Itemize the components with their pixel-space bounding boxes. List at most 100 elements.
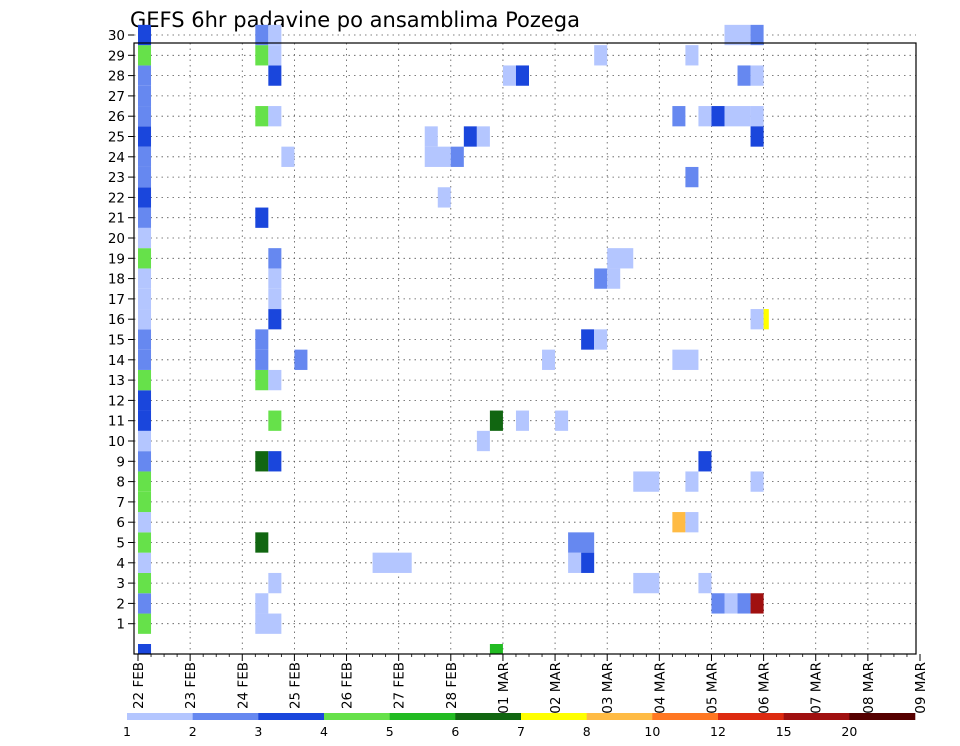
x-tick-label: 27 FEB	[392, 662, 408, 709]
colorbar-segment	[521, 713, 587, 720]
precip-cell	[138, 390, 152, 411]
y-tick-label: 27	[108, 89, 125, 105]
precip-cell	[463, 126, 477, 147]
colorbar-label: 3	[254, 724, 262, 739]
colorbar-label: 2	[189, 724, 197, 739]
x-tick-label: 08 MAR	[861, 662, 877, 714]
y-tick-label: 19	[108, 251, 125, 267]
precip-cell	[138, 613, 152, 634]
colorbar-label: 20	[841, 724, 857, 739]
precip-cell	[138, 45, 152, 66]
precip-cell	[138, 65, 152, 86]
precip-cell	[255, 593, 269, 614]
precip-cell	[255, 451, 269, 472]
precip-cell	[255, 532, 269, 553]
precip-cell	[138, 227, 152, 249]
precip-cell	[698, 106, 712, 127]
precip-cell	[724, 24, 751, 46]
precip-cell	[138, 126, 152, 147]
y-tick-label: 30	[108, 28, 125, 44]
precip-cell	[268, 288, 282, 310]
precip-cell	[685, 512, 699, 533]
precip-cell	[672, 106, 686, 127]
precip-cell	[138, 593, 152, 614]
precip-cell	[138, 349, 152, 370]
y-tick-label: 18	[108, 272, 125, 288]
precip-cell	[489, 644, 503, 654]
precip-cell	[594, 45, 608, 66]
precip-cell	[750, 65, 764, 86]
colorbar-label: 1	[123, 724, 131, 739]
colorbar-segment	[652, 713, 719, 720]
colorbar-label: 5	[386, 724, 394, 739]
precip-cell	[750, 471, 764, 492]
precip-cell	[476, 126, 490, 147]
precip-cell	[255, 349, 269, 370]
precip-cell	[268, 309, 282, 330]
y-tick-label: 2	[116, 596, 125, 612]
precip-cell	[255, 613, 282, 634]
precip-cell	[255, 24, 269, 46]
precip-cell	[138, 410, 152, 431]
x-tick-label: 02 MAR	[548, 662, 564, 714]
precip-cell	[633, 572, 660, 594]
precip-cell	[268, 24, 282, 46]
precip-cell	[568, 532, 595, 553]
precip-cell	[542, 349, 556, 370]
precip-cell	[138, 451, 152, 472]
x-tick-label: 26 FEB	[340, 662, 356, 709]
y-tick-label: 9	[116, 454, 125, 470]
y-tick-label: 1	[116, 617, 125, 633]
colorbar-label: 8	[583, 724, 591, 739]
plot-frame	[133, 42, 917, 655]
x-tick-label: 28 FEB	[444, 662, 460, 709]
precip-cell	[268, 65, 282, 86]
precip-cell	[255, 45, 269, 66]
x-tick-label: 03 MAR	[600, 662, 616, 714]
precip-cell	[698, 572, 712, 594]
y-tick-label: 13	[108, 373, 125, 389]
colorbar: 1 2 3 4 5 6 7 8 10 12 15 20	[123, 713, 916, 739]
precip-cell	[138, 248, 152, 269]
precip-cell	[138, 491, 152, 513]
y-tick-label: 28	[108, 69, 125, 85]
precip-cell	[581, 552, 595, 573]
precip-cell	[685, 45, 699, 66]
precip-cell	[763, 309, 769, 330]
y-tick-label: 24	[108, 150, 125, 166]
colorbar-label: 10	[644, 724, 660, 739]
chart-title: GEFS 6hr padavine po ansamblima Pozega	[130, 8, 580, 32]
precip-cell	[138, 572, 152, 594]
precip-cell	[594, 268, 608, 289]
precip-cell	[594, 329, 608, 350]
x-tick-label: 05 MAR	[704, 662, 720, 714]
y-tick-label: 21	[108, 211, 125, 227]
precip-cell	[633, 471, 660, 492]
precip-cell	[555, 410, 569, 431]
y-axis: 1234567891011121314151617181920212223242…	[108, 28, 134, 633]
y-tick-label: 4	[116, 556, 125, 572]
y-tick-label: 17	[108, 292, 125, 308]
y-tick-label: 14	[108, 353, 125, 369]
y-tick-label: 22	[108, 190, 125, 206]
y-tick-label: 12	[108, 393, 125, 409]
precip-cell	[255, 106, 269, 127]
x-tick-label: 09 MAR	[913, 662, 929, 714]
precip-cell	[138, 24, 152, 46]
precip-cell	[268, 268, 282, 289]
precip-cell	[268, 410, 282, 431]
precip-cell	[255, 329, 269, 350]
y-tick-label: 7	[116, 495, 125, 511]
precip-cell	[138, 106, 152, 127]
precip-cell	[737, 65, 751, 86]
y-tick-label: 11	[108, 414, 125, 430]
precip-cell	[268, 572, 282, 594]
colorbar-label: 4	[320, 724, 328, 739]
precip-cell	[724, 106, 751, 127]
precip-cell	[750, 24, 764, 46]
precip-cell	[138, 471, 152, 492]
precip-cell	[138, 288, 152, 310]
y-tick-label: 23	[108, 170, 125, 186]
